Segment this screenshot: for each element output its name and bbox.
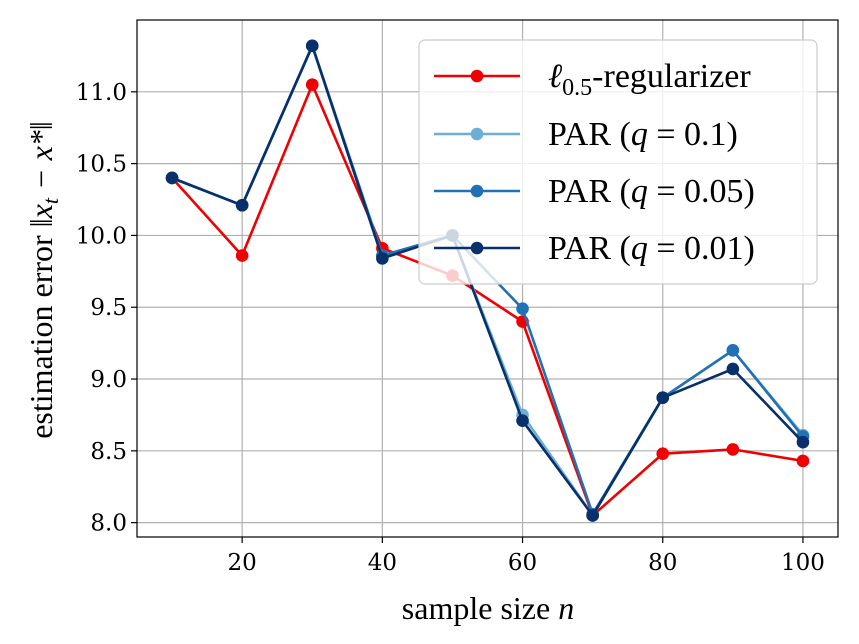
legend-label-prefix: PAR ( bbox=[548, 230, 631, 267]
series-line bbox=[171, 83, 804, 517]
data-point bbox=[726, 362, 740, 376]
x-axis-ticks: 20 40 60 80 100 bbox=[228, 537, 825, 576]
y-axis-label-math-tail: − x*‖ bbox=[23, 121, 59, 198]
legend-label-prefix: PAR ( bbox=[548, 116, 631, 153]
legend-label-prefix: PAR ( bbox=[548, 173, 631, 210]
legend-entry-2: PAR (q = 0.05) bbox=[434, 173, 755, 210]
data-point bbox=[516, 302, 529, 315]
legend-label-eq: = 0.1) bbox=[648, 116, 738, 153]
series-3 bbox=[165, 39, 810, 522]
data-point bbox=[305, 78, 319, 91]
legend-label: PAR (q = 0.01) bbox=[548, 230, 755, 267]
y-axis-label-text: estimation error bbox=[23, 235, 59, 439]
y-axis-label: estimation error ‖xt − x*‖ bbox=[23, 121, 63, 439]
data-point bbox=[376, 252, 389, 265]
legend-label-var: q bbox=[631, 116, 648, 153]
data-point bbox=[726, 443, 740, 456]
data-point bbox=[165, 171, 179, 185]
y-tick-label: 9.0 bbox=[90, 367, 127, 393]
legend-swatch-marker bbox=[470, 69, 484, 83]
y-tick-label: 10.5 bbox=[76, 152, 127, 178]
data-point bbox=[586, 509, 599, 522]
data-point bbox=[726, 344, 740, 357]
x-axis-label-var: n bbox=[558, 590, 574, 626]
series-line bbox=[171, 44, 804, 517]
legend-label-sub: 0.5 bbox=[562, 75, 592, 101]
legend-swatch-marker bbox=[470, 127, 484, 141]
x-axis-label-text: sample size bbox=[402, 590, 550, 626]
data-point bbox=[235, 249, 249, 262]
y-tick-label: 8.5 bbox=[90, 439, 127, 465]
data-point bbox=[516, 414, 529, 427]
y-axis-label-math: ‖x bbox=[23, 204, 59, 227]
legend-label-var: q bbox=[631, 230, 648, 267]
data-point bbox=[796, 454, 810, 468]
x-tick-label: 40 bbox=[368, 550, 397, 576]
y-axis-label-math-sub: t bbox=[38, 197, 63, 204]
y-tick-label: 11.0 bbox=[76, 80, 127, 106]
legend-label-var: q bbox=[631, 173, 648, 210]
data-point bbox=[305, 39, 319, 53]
legend-box bbox=[418, 39, 818, 285]
legend-label: ℓ0.5-regularizer bbox=[548, 58, 751, 101]
x-axis-label: sample size n bbox=[402, 590, 574, 626]
legend-label: PAR (q = 0.1) bbox=[548, 116, 738, 153]
legend-entry-0: ℓ0.5-regularizer bbox=[434, 58, 751, 101]
legend-label-eq: = 0.05) bbox=[648, 173, 755, 210]
legend-entry-3: PAR (q = 0.01) bbox=[434, 230, 755, 267]
data-point bbox=[796, 435, 810, 449]
y-tick-label: 10.0 bbox=[76, 223, 127, 249]
x-tick-label: 20 bbox=[228, 550, 257, 576]
legend-swatch-marker bbox=[470, 241, 484, 255]
x-tick-label: 60 bbox=[508, 550, 537, 576]
plot-area-frame bbox=[136, 19, 839, 538]
x-tick-label: 80 bbox=[648, 550, 677, 576]
legend-label-eq: = 0.01) bbox=[648, 230, 755, 267]
data-point bbox=[656, 391, 670, 404]
y-tick-label: 9.5 bbox=[90, 295, 127, 321]
legend-label: PAR (q = 0.05) bbox=[548, 173, 755, 210]
y-axis-ticks: 8.0 8.5 9.0 9.5 10.0 10.5 11.0 bbox=[76, 80, 137, 537]
legend-entry-1: PAR (q = 0.1) bbox=[434, 116, 738, 153]
legend-swatch-marker bbox=[470, 184, 484, 198]
data-point bbox=[656, 447, 670, 461]
legend-label-tail: -regularizer bbox=[592, 58, 751, 95]
legend-label-main: ℓ bbox=[548, 58, 562, 95]
data-point bbox=[235, 198, 249, 212]
x-tick-label: 100 bbox=[781, 550, 825, 576]
y-tick-label: 8.0 bbox=[90, 511, 127, 537]
